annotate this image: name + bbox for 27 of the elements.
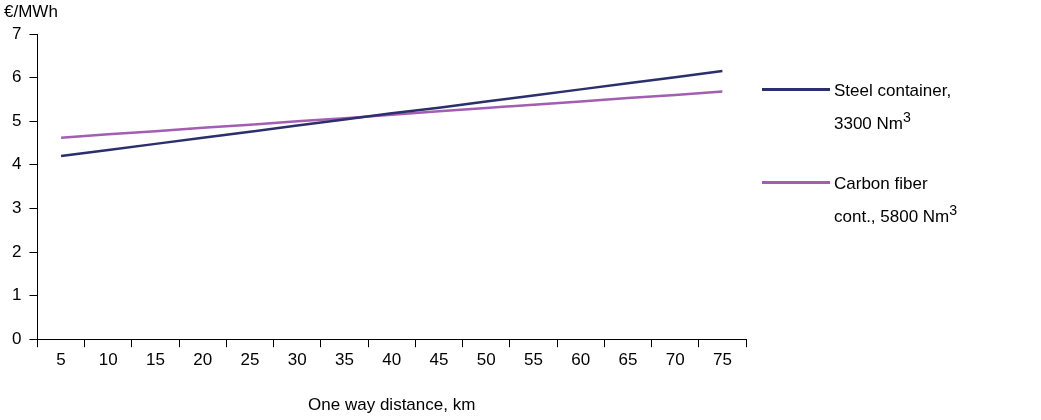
x-tick-label: 50 (476, 350, 496, 370)
y-tick-label: 1 (11, 285, 22, 305)
y-tick-label: 5 (11, 110, 22, 130)
y-tick-label: 0 (11, 328, 22, 348)
x-tick-label: 30 (287, 350, 307, 370)
x-tick-label: 75 (712, 350, 732, 370)
x-axis-title: One way distance, km (308, 395, 476, 415)
x-tick-label: 15 (146, 350, 166, 370)
x-tick-label: 10 (98, 350, 118, 370)
y-tick-label: 4 (11, 154, 22, 174)
y-tick-label: 3 (11, 198, 22, 218)
legend-label: Carbon fiber cont., 5800 Nm$^{3}$ (834, 172, 959, 228)
legend-label: Steel container, 3300 Nm$^{3}$ (834, 80, 953, 135)
x-tick-label: 35 (335, 350, 354, 370)
x-tick-label: 25 (240, 350, 260, 370)
x-tick-label: 20 (193, 350, 213, 370)
x-tick-label: 70 (665, 350, 685, 370)
x-tick-label: 40 (382, 350, 402, 370)
x-tick-label: 65 (618, 350, 638, 370)
y-tick-label: 7 (11, 23, 22, 43)
x-tick-label: 45 (429, 350, 449, 370)
x-tick-label: 5 (56, 350, 66, 370)
x-tick-label: 55 (523, 350, 543, 370)
x-tick-label: 60 (571, 350, 591, 370)
y-tick-label: 6 (11, 67, 22, 87)
y-axis-title: €/MWh (4, 2, 58, 22)
y-tick-label: 2 (11, 241, 22, 261)
